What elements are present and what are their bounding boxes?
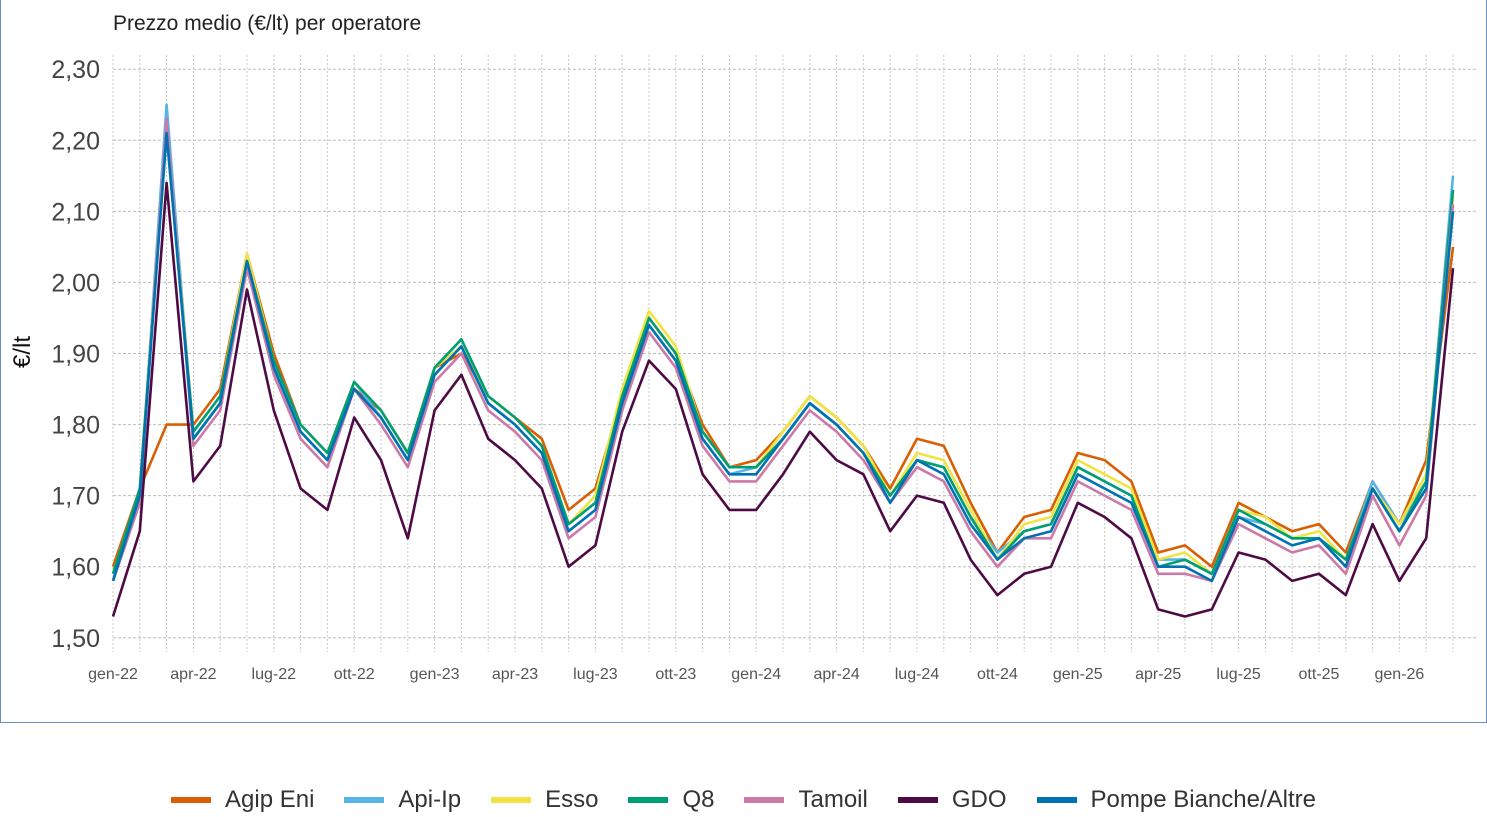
line-chart: Prezzo medio (€/lt) per operatore €/lt 2… [9, 12, 1478, 683]
x-tick-label: gen-26 [1374, 666, 1424, 683]
legend-swatch [491, 796, 532, 803]
y-tick-label: 2,00 [51, 269, 100, 297]
chart-subtitle: Prezzo medio (€/lt) per operatore [113, 12, 421, 35]
legend-item: Api-Ip [344, 786, 461, 814]
legend-label: Tamoil [798, 785, 868, 813]
x-tick-label: ott-23 [655, 666, 696, 683]
series-line [111, 124, 1455, 576]
x-tick-label: ott-25 [1299, 666, 1340, 683]
legend-item: Tamoil [744, 785, 868, 814]
x-tick-label: apr-23 [492, 666, 538, 683]
legend-label: Api-Ip [398, 785, 462, 813]
x-tick-label: lug-22 [252, 666, 297, 683]
legend-item: Q8 [628, 786, 714, 814]
legend-item: Esso [491, 786, 598, 814]
series-line [111, 246, 1455, 569]
y-tick-label: 2,30 [51, 56, 100, 84]
x-tick-label: apr-25 [1135, 666, 1181, 683]
y-tick-label: 2,20 [51, 127, 100, 155]
legend-swatch [171, 796, 212, 803]
x-tick-label: apr-24 [813, 666, 859, 683]
legend-label: Esso [545, 785, 599, 813]
x-tick-label: lug-25 [1216, 666, 1261, 683]
legend-label: Q8 [682, 785, 715, 813]
y-axis-ticks: 2,30 2,20 2,10 2,00 1,90 1,80 1,70 1,60 1,50 [51, 56, 100, 653]
y-axis-label: €/lt [9, 336, 36, 368]
legend-item: Agip Eni [171, 786, 314, 814]
legend-swatch [628, 796, 669, 803]
legend-swatch [344, 796, 385, 803]
legend-label: GDO [951, 785, 1007, 813]
y-tick-label: 1,60 [51, 554, 100, 582]
x-tick-label: gen-22 [88, 666, 138, 683]
legend-label: Pompe Bianche/Altre [1090, 785, 1316, 813]
legend-label: Agip Eni [225, 785, 315, 813]
y-tick-label: 2,10 [51, 198, 100, 226]
y-tick-label: 1,50 [51, 625, 100, 653]
x-tick-label: lug-23 [573, 666, 618, 683]
legend-swatch [897, 796, 938, 803]
y-tick-label: 1,70 [51, 483, 100, 511]
legend-item: Pompe Bianche/Altre [1036, 785, 1316, 814]
x-tick-label: apr-22 [170, 666, 216, 683]
x-tick-label: ott-24 [977, 666, 1018, 683]
series-line [111, 181, 1455, 618]
x-tick-label: gen-24 [731, 666, 781, 683]
series-line [111, 131, 1455, 583]
grid [112, 55, 1478, 652]
legend-swatch [1036, 796, 1077, 803]
legend: Agip Eni Api-Ip Esso Q8 Tamoil GDO Pompe Bianc… [0, 782, 1487, 817]
legend-swatch [744, 796, 785, 803]
series-lines [111, 103, 1455, 618]
x-tick-label: lug-24 [895, 666, 940, 683]
series-line [111, 117, 1455, 583]
legend-item: GDO [897, 785, 1007, 814]
x-axis-ticks: gen-22 apr-22 lug-22 ott-22 gen-23 apr-23 lug-… [88, 666, 1424, 683]
x-tick-label: ott-22 [334, 666, 375, 683]
y-tick-label: 1,80 [51, 412, 100, 440]
x-tick-label: gen-23 [410, 666, 460, 683]
y-tick-label: 1,90 [51, 341, 100, 369]
x-tick-label: gen-25 [1053, 666, 1103, 683]
